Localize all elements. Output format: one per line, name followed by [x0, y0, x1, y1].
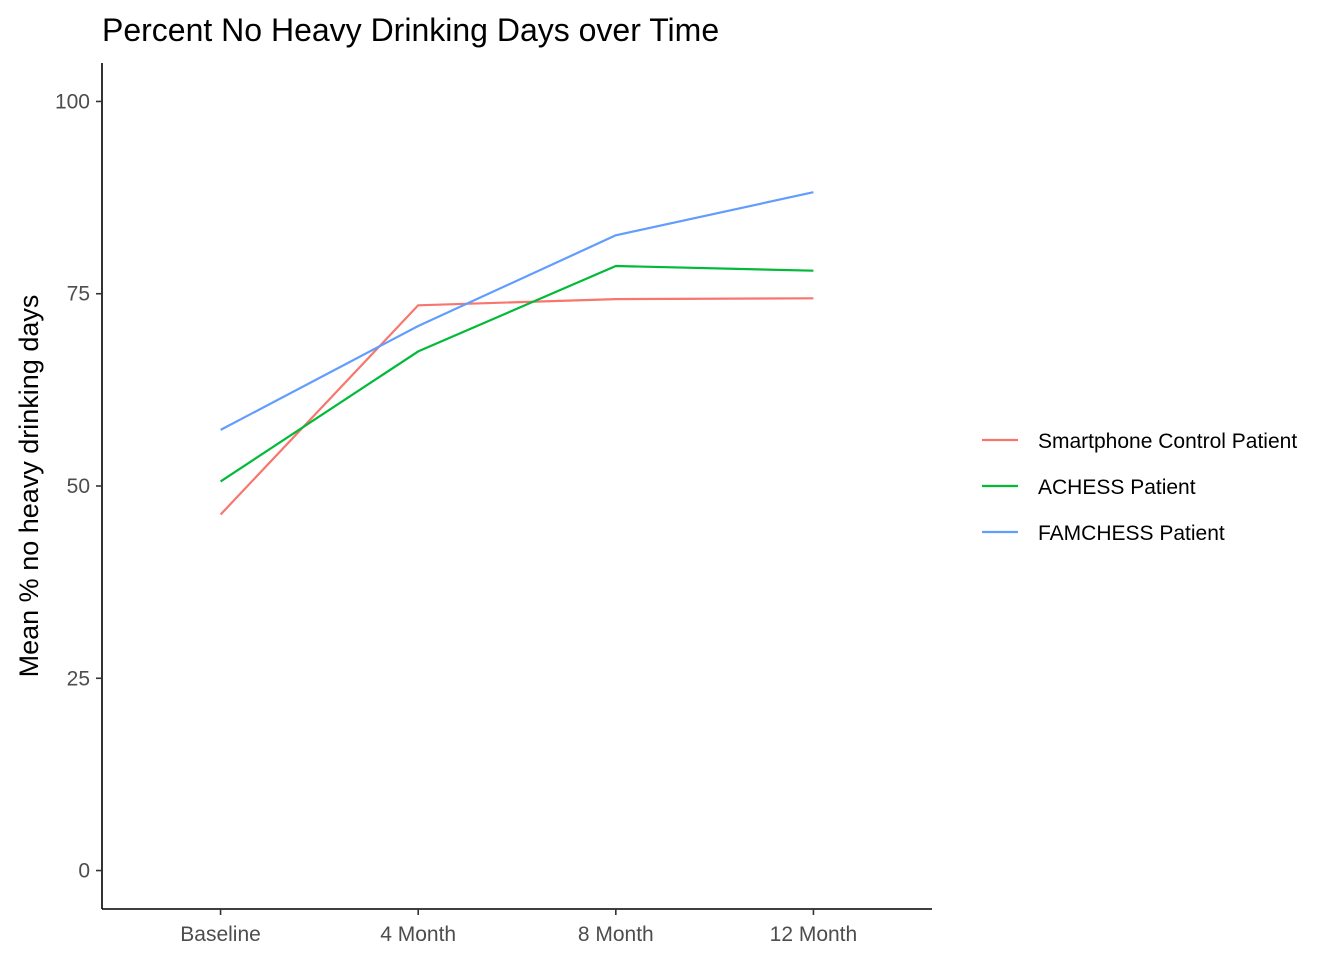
- y-tick-label: 25: [67, 667, 90, 690]
- y-tick-label: 50: [67, 475, 90, 498]
- y-tick-label: 0: [78, 860, 90, 883]
- y-tick-label: 100: [55, 90, 90, 113]
- series-line-2: [219, 264, 814, 483]
- legend-label-1: Smartphone Control Patient: [1038, 430, 1297, 453]
- y-tick-label: 75: [67, 283, 90, 306]
- series-line-3: [220, 191, 814, 431]
- legend-label-3: FAMCHESS Patient: [1038, 522, 1225, 545]
- y-ticks: 0 25 50 75 100: [55, 90, 102, 883]
- series-group: [219, 191, 814, 516]
- chart-title: Percent No Heavy Drinking Days over Time: [102, 12, 719, 48]
- y-axis-title: Mean % no heavy drinking days: [14, 295, 44, 678]
- axes: [101, 63, 932, 910]
- x-tick-label: Baseline: [180, 923, 261, 946]
- legend-label-2: ACHESS Patient: [1038, 476, 1196, 499]
- x-tick-label: 8 Month: [578, 923, 654, 946]
- x-ticks: Baseline 4 Month 8 Month 12 Month: [180, 909, 857, 946]
- x-tick-label: 12 Month: [770, 923, 858, 946]
- legend: Smartphone Control Patient ACHESS Patient…: [982, 430, 1297, 545]
- series-line-1: [219, 297, 814, 516]
- x-tick-label: 4 Month: [380, 923, 456, 946]
